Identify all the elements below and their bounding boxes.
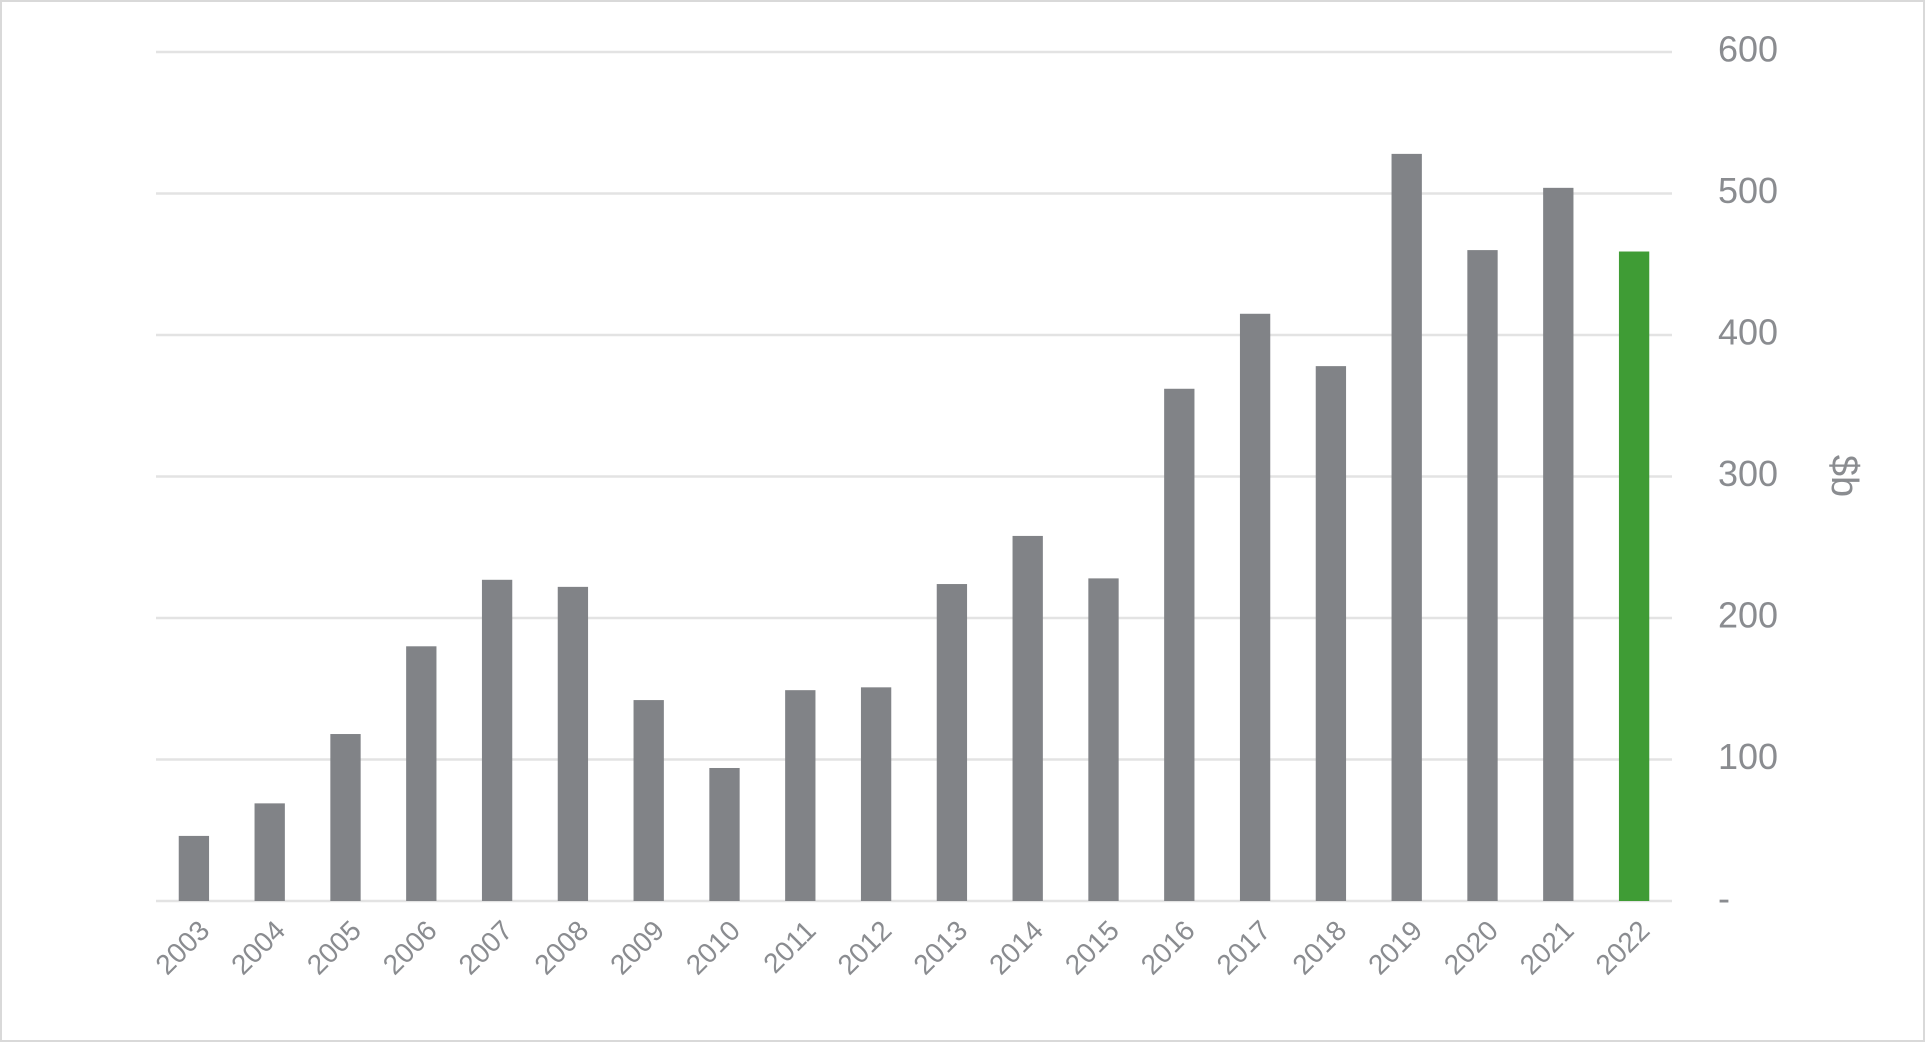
y-tick-label: 300 (1718, 453, 1778, 494)
bar (1543, 187, 1574, 902)
y-tick-label: 100 (1718, 736, 1778, 777)
bar (1315, 366, 1347, 901)
bar (785, 690, 816, 901)
y-tick-label: 500 (1718, 170, 1778, 211)
bar (481, 579, 513, 901)
bar (557, 586, 589, 901)
bar (1391, 153, 1422, 901)
bar (178, 835, 210, 901)
bar (1467, 250, 1498, 902)
bar (709, 767, 740, 901)
y-axis-label: $b (1823, 455, 1865, 497)
y-tick-label: 600 (1718, 29, 1778, 70)
bar (1012, 535, 1043, 901)
y-tick-label: - (1718, 878, 1730, 919)
bar (1618, 251, 1650, 901)
bar (254, 803, 285, 901)
bar (1164, 388, 1195, 901)
bar (936, 584, 968, 901)
bar (860, 687, 892, 901)
bar (1239, 313, 1271, 901)
bar (406, 646, 437, 901)
bar (1088, 578, 1119, 901)
y-tick-label: 400 (1718, 312, 1778, 353)
bar (330, 734, 361, 901)
bar (633, 700, 664, 901)
y-tick-label: 200 (1718, 595, 1778, 636)
